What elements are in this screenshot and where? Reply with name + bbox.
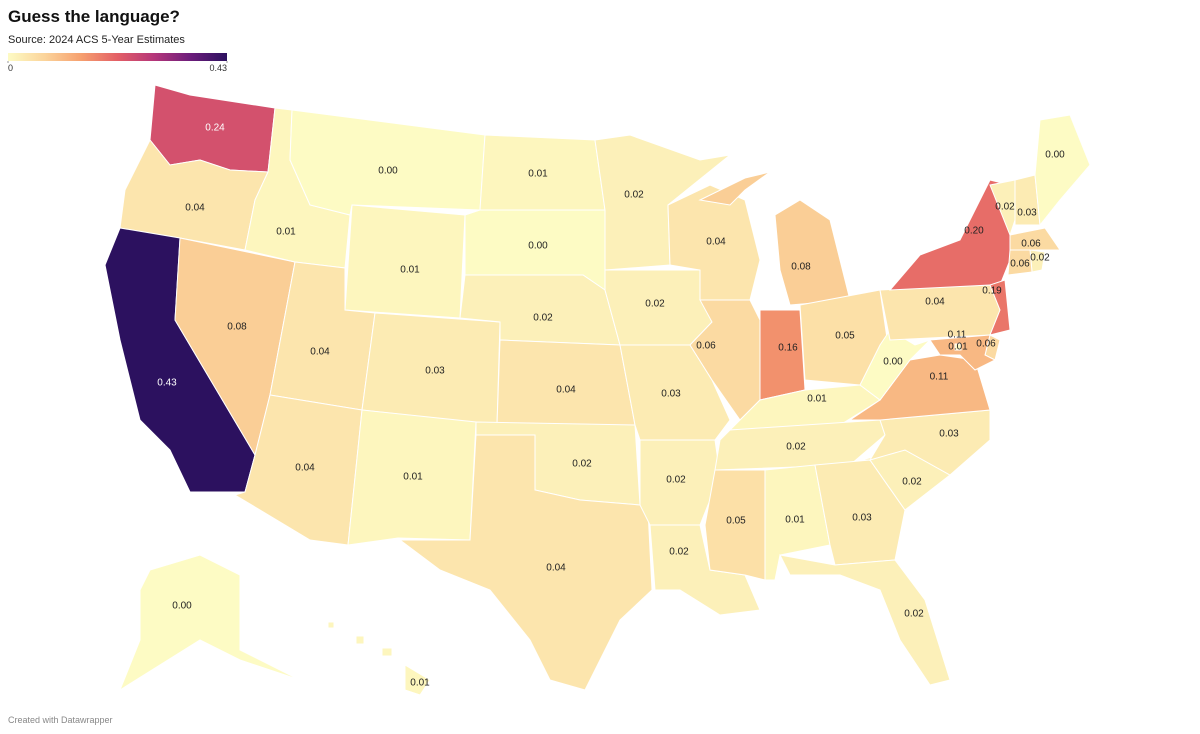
legend-tick-label: 0 — [8, 63, 13, 73]
state — [344, 204, 466, 319]
state-label: 0.04 — [556, 385, 576, 396]
state-label: 0.02 — [666, 475, 686, 486]
state-label: 0.24 — [205, 123, 225, 134]
state-label: 0.05 — [835, 331, 855, 342]
state-label: 0.01 — [948, 342, 968, 353]
states: 0.24 0.04 0.43 0.08 0.01 0.00 0.01 0.04 0.04 0.03… — [104, 84, 1091, 696]
state-label: 0.08 — [227, 322, 247, 333]
state-label: 0.02 — [995, 202, 1015, 213]
state-label: 0.02 — [786, 442, 806, 453]
state — [888, 179, 1011, 291]
state-label: 0.01 — [410, 678, 430, 689]
state-label: 0.03 — [852, 513, 872, 524]
state-label: 0.01 — [403, 472, 423, 483]
state-label: 0.04 — [295, 463, 315, 474]
state — [759, 309, 806, 401]
credit: Created with Datawrapper — [8, 715, 113, 725]
state-label: 0.03 — [661, 389, 681, 400]
state-label: 0.00 — [528, 241, 548, 252]
state — [118, 554, 301, 692]
state-label: 0.04 — [925, 297, 945, 308]
state-label: 0.02 — [902, 477, 922, 488]
subtitle: Source: 2024 ACS 5-Year Estimates — [8, 34, 185, 46]
state-label: 0.03 — [425, 366, 445, 377]
state-label: 0.01 — [807, 394, 827, 405]
state — [989, 279, 1011, 336]
state-label: 0.02 — [669, 547, 689, 558]
state — [347, 409, 477, 546]
state-label: 0.02 — [1030, 253, 1050, 264]
state — [1009, 227, 1061, 251]
state-label: 0.01 — [785, 515, 805, 526]
state — [398, 434, 653, 691]
state-label: 0.01 — [400, 265, 420, 276]
state-label: 0.06 — [1010, 259, 1030, 270]
title: Guess the language? — [8, 7, 180, 26]
state-label: 0.06 — [976, 339, 996, 350]
state-label: 0.04 — [185, 203, 205, 214]
state-label: 0.03 — [939, 429, 959, 440]
state — [1034, 114, 1091, 227]
state — [868, 409, 991, 476]
state-label: 0.04 — [546, 563, 566, 574]
state-label: 0.05 — [726, 516, 746, 527]
state — [649, 524, 761, 616]
state-label: 0.06 — [696, 341, 716, 352]
state-label: 0.03 — [1017, 208, 1037, 219]
state — [779, 554, 951, 686]
state — [929, 334, 997, 371]
state-label: 0.16 — [778, 343, 798, 354]
state — [496, 339, 636, 426]
state-label: 0.02 — [645, 299, 665, 310]
state-label: 0.00 — [883, 357, 903, 368]
legend-bar — [8, 53, 227, 61]
state — [289, 109, 486, 216]
state-label: 0.02 — [624, 190, 644, 201]
state-label: 0.00 — [172, 601, 192, 612]
state-label: 0.43 — [157, 378, 177, 389]
state-label: 0.19 — [982, 286, 1002, 297]
state — [327, 621, 431, 696]
state-label: 0.11 — [948, 330, 967, 341]
state-label: 0.02 — [904, 609, 924, 620]
state-label: 0.04 — [310, 347, 330, 358]
state — [954, 343, 962, 351]
state-label: 0.00 — [1045, 150, 1065, 161]
state-label: 0.01 — [528, 169, 548, 180]
state-label: 0.00 — [378, 166, 398, 177]
state-label: 0.11 — [930, 372, 949, 383]
state — [1007, 249, 1033, 276]
state-label: 0.04 — [706, 237, 726, 248]
state-label: 0.01 — [276, 227, 296, 238]
state-label: 0.02 — [533, 313, 553, 324]
state-label: 0.06 — [1021, 239, 1041, 250]
state-label: 0.02 — [572, 459, 592, 470]
state-label: 0.08 — [791, 262, 811, 273]
state-label: 0.20 — [964, 226, 984, 237]
legend-tick-label: 0.43 — [209, 63, 227, 73]
